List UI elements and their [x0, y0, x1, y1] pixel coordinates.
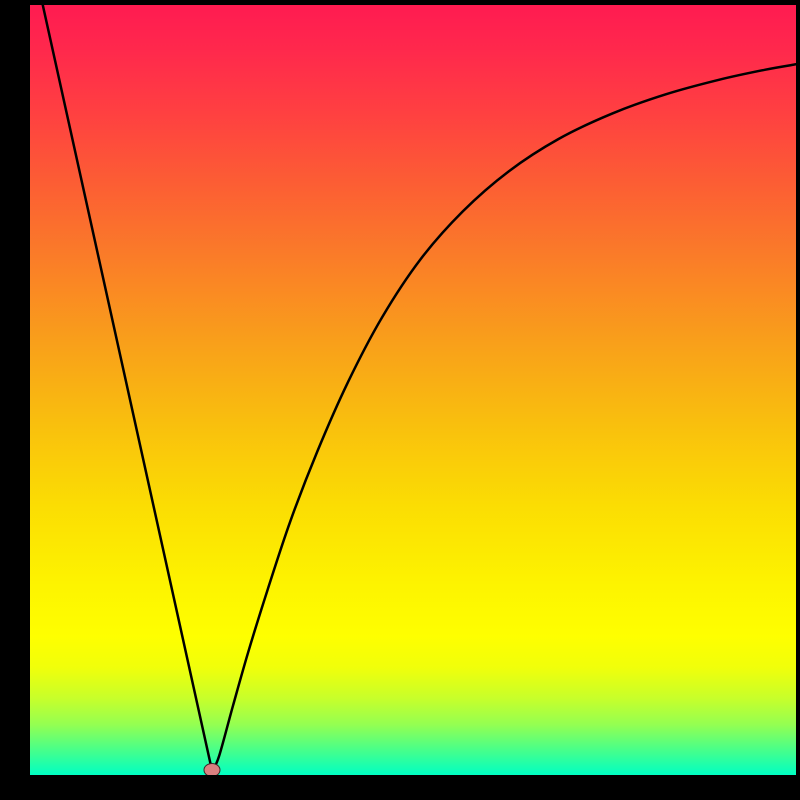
curve-line: [30, 5, 796, 775]
chart-container: TheBottleneck.com: [0, 0, 800, 800]
plot-area: [30, 5, 796, 775]
minimum-marker: [204, 763, 221, 775]
